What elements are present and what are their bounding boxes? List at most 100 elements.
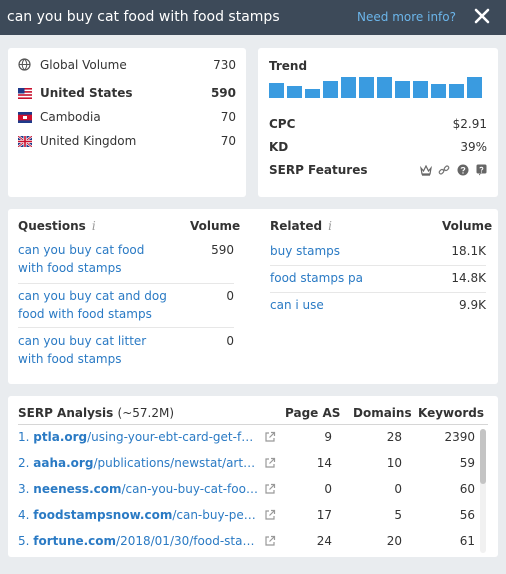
trend-card: Trend CPC $2.91 KD 39% SERP Features: [258, 48, 498, 197]
serp-path: /can-you-buy-cat-food-wit...: [121, 482, 259, 496]
related-link[interactable]: buy stamps: [270, 244, 341, 258]
related-volume-header: Volume: [442, 219, 493, 233]
need-more-info-link[interactable]: Need more info?: [357, 10, 456, 24]
serp-domains: 20: [386, 534, 402, 548]
related-item: can i use 9.9K: [270, 296, 486, 314]
related-link[interactable]: food stamps pa: [270, 271, 363, 285]
link-icon: [438, 164, 450, 180]
trend-bar: [269, 83, 284, 98]
serp-path: /publications/newstat/articles...: [93, 456, 258, 470]
related-volume: 18.1K: [451, 244, 486, 258]
external-link-icon[interactable]: [264, 535, 276, 547]
serp-result-link[interactable]: 5. fortune.com/2018/01/30/food-stamp-...: [18, 533, 258, 549]
info-icon[interactable]: i: [328, 219, 332, 233]
serp-rank: 5.: [18, 534, 30, 548]
scrollbar-thumb[interactable]: [480, 429, 486, 484]
volume-card: Global Volume 730 United States 590 Camb…: [8, 48, 246, 197]
external-link-icon[interactable]: [264, 431, 276, 443]
volume-label: Cambodia: [40, 110, 101, 124]
trend-chart: [269, 77, 485, 98]
close-icon[interactable]: [473, 7, 491, 25]
serp-keywords: 59: [459, 456, 475, 470]
serp-path: /using-your-ebt-card-get-food-...: [87, 430, 258, 444]
crown-icon: [419, 164, 432, 180]
trend-bar: [431, 84, 446, 98]
question-link[interactable]: can you buy cat food with food stamps: [18, 243, 145, 275]
volume-value: 730: [213, 58, 236, 72]
external-link-icon[interactable]: [264, 457, 276, 469]
volume-value: 70: [220, 134, 236, 148]
kd-row: KD 39%: [269, 139, 487, 155]
questions-title: Questions: [18, 219, 86, 233]
serp-result-link[interactable]: 3. neeness.com/can-you-buy-cat-food-wit.…: [18, 481, 258, 497]
related-header: Related i: [270, 218, 332, 234]
serp-page-as: 24: [316, 534, 332, 548]
cpc-value: $2.91: [452, 117, 487, 131]
external-link-icon[interactable]: [264, 483, 276, 495]
serp-analysis-card: SERP Analysis (~57.2M) Page AS Domains K…: [8, 396, 498, 557]
cpc-label: CPC: [269, 117, 296, 131]
flag-uk-icon: [17, 135, 33, 148]
kd-label: KD: [269, 140, 289, 154]
question-volume: 0: [226, 334, 234, 348]
trend-bar: [305, 89, 320, 98]
question-link[interactable]: can you buy cat and dog food with food s…: [18, 289, 167, 321]
external-link-icon[interactable]: [264, 509, 276, 521]
scrollbar[interactable]: [480, 429, 486, 553]
keyword-title: can you buy cat food with food stamps: [7, 9, 280, 25]
serp-features-row: SERP Features: [269, 162, 487, 178]
trend-bar: [395, 81, 410, 98]
trend-bar: [377, 77, 392, 98]
question-volume: 0: [226, 289, 234, 303]
trend-bar: [449, 84, 464, 98]
serp-page-as: 17: [316, 508, 332, 522]
volume-row-global: Global Volume 730: [18, 57, 236, 73]
trend-bar: [467, 77, 482, 98]
serp-features-label: SERP Features: [269, 163, 368, 177]
col-page-as: Page AS: [285, 406, 341, 420]
volume-label: Global Volume: [40, 58, 127, 72]
question-icon: [457, 164, 469, 180]
kd-value: 39%: [460, 140, 487, 154]
flag-us-icon: [18, 87, 32, 99]
related-title: Related: [270, 219, 323, 233]
col-domains: Domains: [353, 406, 412, 420]
volume-label: United Kingdom: [40, 134, 137, 148]
divider: [18, 424, 488, 425]
info-icon[interactable]: i: [91, 219, 96, 233]
serp-results-count: (~57.2M): [117, 406, 175, 420]
serp-rank: 3.: [18, 482, 30, 496]
trend-bar: [287, 86, 302, 98]
question-item: can you buy cat and dog food with food s…: [18, 287, 234, 323]
related-item: food stamps pa 14.8K: [270, 269, 486, 287]
col-keywords: Keywords: [418, 406, 485, 420]
related-volume: 9.9K: [459, 298, 486, 312]
serp-row: 1. ptla.org/using-your-ebt-card-get-food…: [18, 429, 478, 445]
trend-bar: [359, 77, 374, 98]
serp-page-as: 9: [324, 430, 332, 444]
questions-related-card: Questions i Volume Related i Volume can yo…: [8, 209, 498, 384]
serp-row: 2. aaha.org/publications/newstat/article…: [18, 455, 478, 471]
questions-header: Questions i: [18, 218, 96, 234]
question-link[interactable]: can you buy cat litter with food stamps: [18, 334, 147, 366]
related-link[interactable]: can i use: [270, 298, 324, 312]
serp-domain: aaha.org: [33, 456, 94, 470]
serp-result-link[interactable]: 1. ptla.org/using-your-ebt-card-get-food…: [18, 429, 258, 445]
header-bar: can you buy cat food with food stamps Ne…: [0, 0, 506, 35]
trend-bar: [413, 81, 428, 98]
serp-page-as: 0: [324, 482, 332, 496]
serp-result-link[interactable]: 2. aaha.org/publications/newstat/article…: [18, 455, 258, 471]
volume-label: United States: [40, 86, 133, 100]
trend-bar: [341, 77, 356, 98]
question-item: can you buy cat litter with food stamps …: [18, 332, 234, 368]
related-item: buy stamps 18.1K: [270, 242, 486, 260]
serp-keywords: 2390: [444, 430, 475, 444]
serp-row: 4. foodstampsnow.com/can-buy-pet-food...…: [18, 507, 478, 523]
serp-result-link[interactable]: 4. foodstampsnow.com/can-buy-pet-food...: [18, 507, 258, 523]
quote-icon: [476, 164, 487, 180]
serp-domains: 0: [394, 482, 402, 496]
serp-domains: 28: [386, 430, 402, 444]
divider: [270, 292, 486, 293]
questions-volume-header: Volume: [190, 219, 241, 233]
divider: [18, 283, 234, 284]
